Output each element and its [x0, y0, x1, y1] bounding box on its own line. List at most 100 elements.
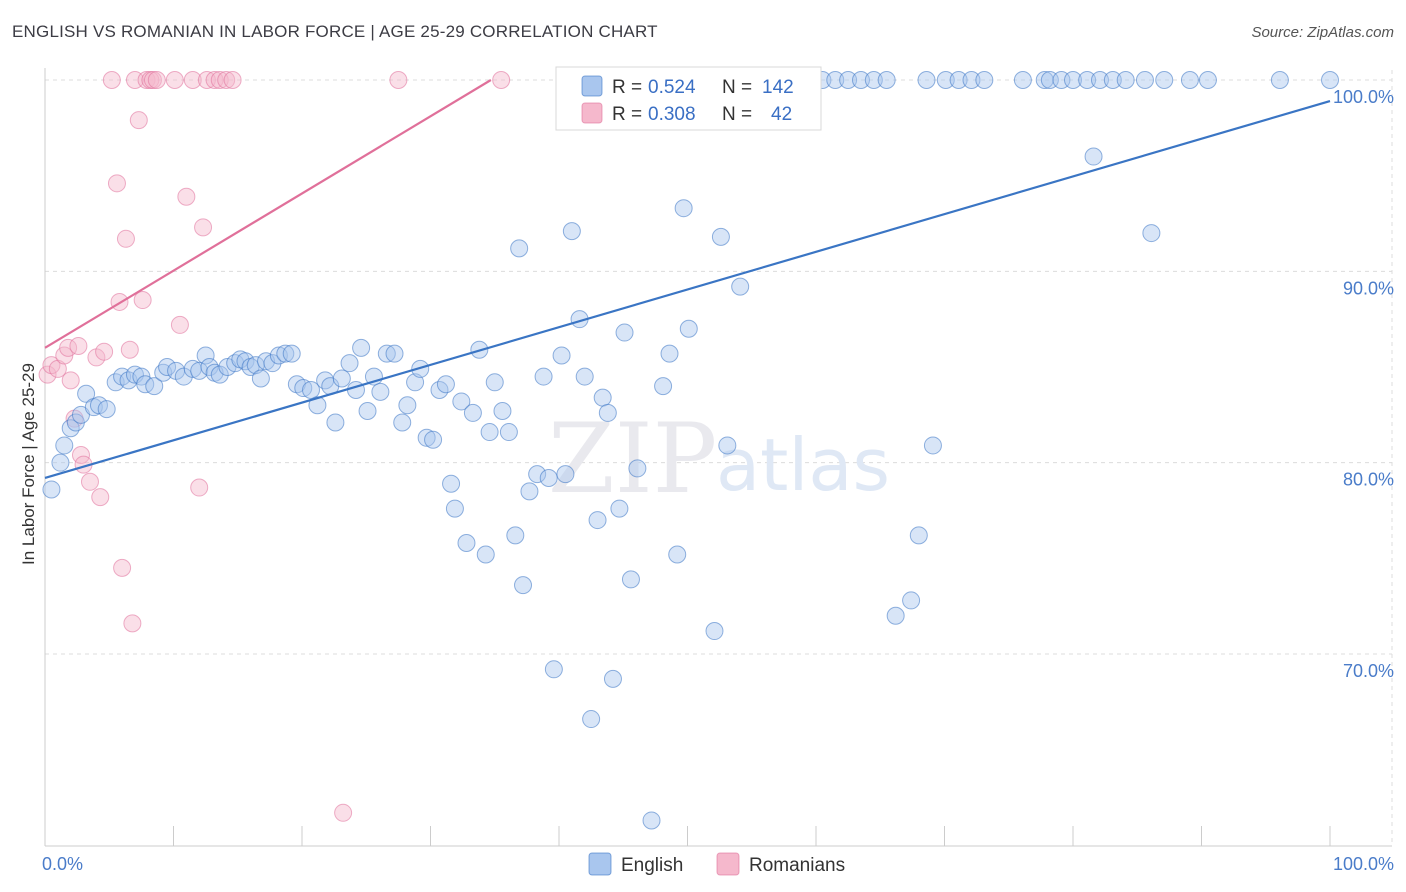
- romanian-point: [147, 71, 166, 89]
- english-point: [603, 669, 622, 688]
- legend: R = 0.524 N = 142 R = 0.308 N = 42: [555, 66, 822, 131]
- legend-english-r-value: 0.524: [648, 77, 696, 98]
- english-point: [452, 392, 471, 411]
- watermark: ZIP atlas: [548, 403, 890, 515]
- english-point: [731, 277, 750, 296]
- english-point: [679, 319, 698, 338]
- chart-title: ENGLISH VS ROMANIAN IN LABOR FORCE | AGE…: [12, 22, 658, 41]
- legend-romanian-r-value: 0.308: [648, 104, 696, 125]
- english-point: [923, 436, 942, 455]
- english-point: [1198, 71, 1217, 89]
- english-point: [282, 344, 301, 363]
- english-point: [582, 710, 601, 729]
- english-point: [1078, 71, 1097, 89]
- english-point: [705, 622, 724, 641]
- bottom-legend: English Romanians: [588, 852, 845, 876]
- english-point: [949, 71, 968, 89]
- english-point: [839, 71, 858, 89]
- english-point: [301, 380, 320, 399]
- english-point: [514, 576, 533, 595]
- y-tick-label: 100.0%: [1333, 87, 1394, 107]
- romanian-point: [177, 187, 196, 206]
- english-point: [377, 344, 396, 363]
- english-point: [654, 377, 673, 396]
- english-point: [917, 71, 936, 89]
- english-point: [1155, 71, 1174, 89]
- english-point: [615, 323, 634, 342]
- english-point: [358, 402, 377, 421]
- romanian-point: [102, 71, 121, 89]
- english-point: [417, 428, 436, 447]
- english-point: [332, 369, 351, 388]
- bottom-legend-english: English: [621, 855, 683, 876]
- romanian-point: [116, 229, 135, 248]
- english-point: [51, 453, 70, 472]
- english-point: [326, 413, 345, 432]
- english-point: [1090, 71, 1109, 89]
- romanian-point: [123, 614, 142, 633]
- english-trendline: [44, 99, 1331, 480]
- romanian-point: [137, 71, 156, 89]
- romanian-point: [217, 71, 236, 89]
- english-point: [480, 423, 499, 442]
- legend-swatch-romanian: [581, 102, 603, 124]
- romanian-point: [194, 218, 213, 237]
- watermark-zip: ZIP: [548, 403, 717, 515]
- english-point: [552, 346, 571, 365]
- english-point: [902, 591, 921, 610]
- english-point: [520, 482, 539, 501]
- english-point: [556, 465, 575, 484]
- english-point: [1084, 147, 1103, 166]
- romanian-point: [334, 803, 353, 822]
- x-tick-label: 0.0%: [42, 854, 83, 874]
- bottom-legend-swatch-english: [588, 852, 612, 876]
- english-point: [1270, 71, 1289, 89]
- english-point: [851, 71, 870, 89]
- english-point: [340, 354, 359, 373]
- romanian-point: [61, 371, 80, 390]
- romanian-point: [165, 71, 184, 89]
- english-point: [1013, 71, 1032, 89]
- english-point: [263, 354, 282, 373]
- english-point: [962, 71, 981, 89]
- english-point: [1135, 71, 1154, 89]
- legend-english-n-label: N =: [722, 77, 752, 98]
- english-point: [476, 545, 495, 564]
- english-point: [575, 367, 594, 386]
- english-point: [1321, 71, 1339, 89]
- english-point: [97, 400, 116, 419]
- english-point: [371, 382, 390, 401]
- legend-english-r-label: R =: [612, 77, 642, 98]
- legend-romanian-n-value: 42: [771, 104, 792, 125]
- english-point: [61, 419, 80, 438]
- english-point: [1180, 71, 1199, 89]
- romanian-point: [80, 472, 99, 491]
- romanian-point: [95, 342, 114, 361]
- romanian-point: [223, 71, 242, 89]
- romanian-point: [69, 336, 88, 355]
- bottom-legend-swatch-romanian: [716, 852, 740, 876]
- romanian-point: [113, 558, 132, 577]
- romanian-trendline: [44, 79, 492, 349]
- romanian-point: [170, 315, 189, 334]
- english-point: [506, 526, 525, 545]
- y-tick-labels: 70.0% 80.0% 90.0% 100.0%: [1333, 87, 1394, 681]
- english-point: [190, 361, 209, 380]
- watermark-atlas: atlas: [716, 423, 890, 507]
- english-point: [539, 468, 558, 487]
- romanian-points: [38, 71, 511, 822]
- english-point: [445, 499, 464, 518]
- english-point: [276, 344, 295, 363]
- y-tick-label: 80.0%: [1343, 470, 1394, 490]
- bottom-legend-romanian: Romanians: [749, 855, 845, 876]
- english-point: [463, 403, 482, 422]
- romanian-point: [389, 71, 408, 89]
- english-point: [398, 396, 417, 415]
- english-point: [493, 402, 512, 421]
- x-tick-labels: 0.0% 100.0%: [42, 854, 1394, 874]
- english-point: [628, 459, 647, 478]
- english-point: [510, 239, 529, 258]
- english-point: [598, 403, 617, 422]
- english-point: [457, 534, 476, 553]
